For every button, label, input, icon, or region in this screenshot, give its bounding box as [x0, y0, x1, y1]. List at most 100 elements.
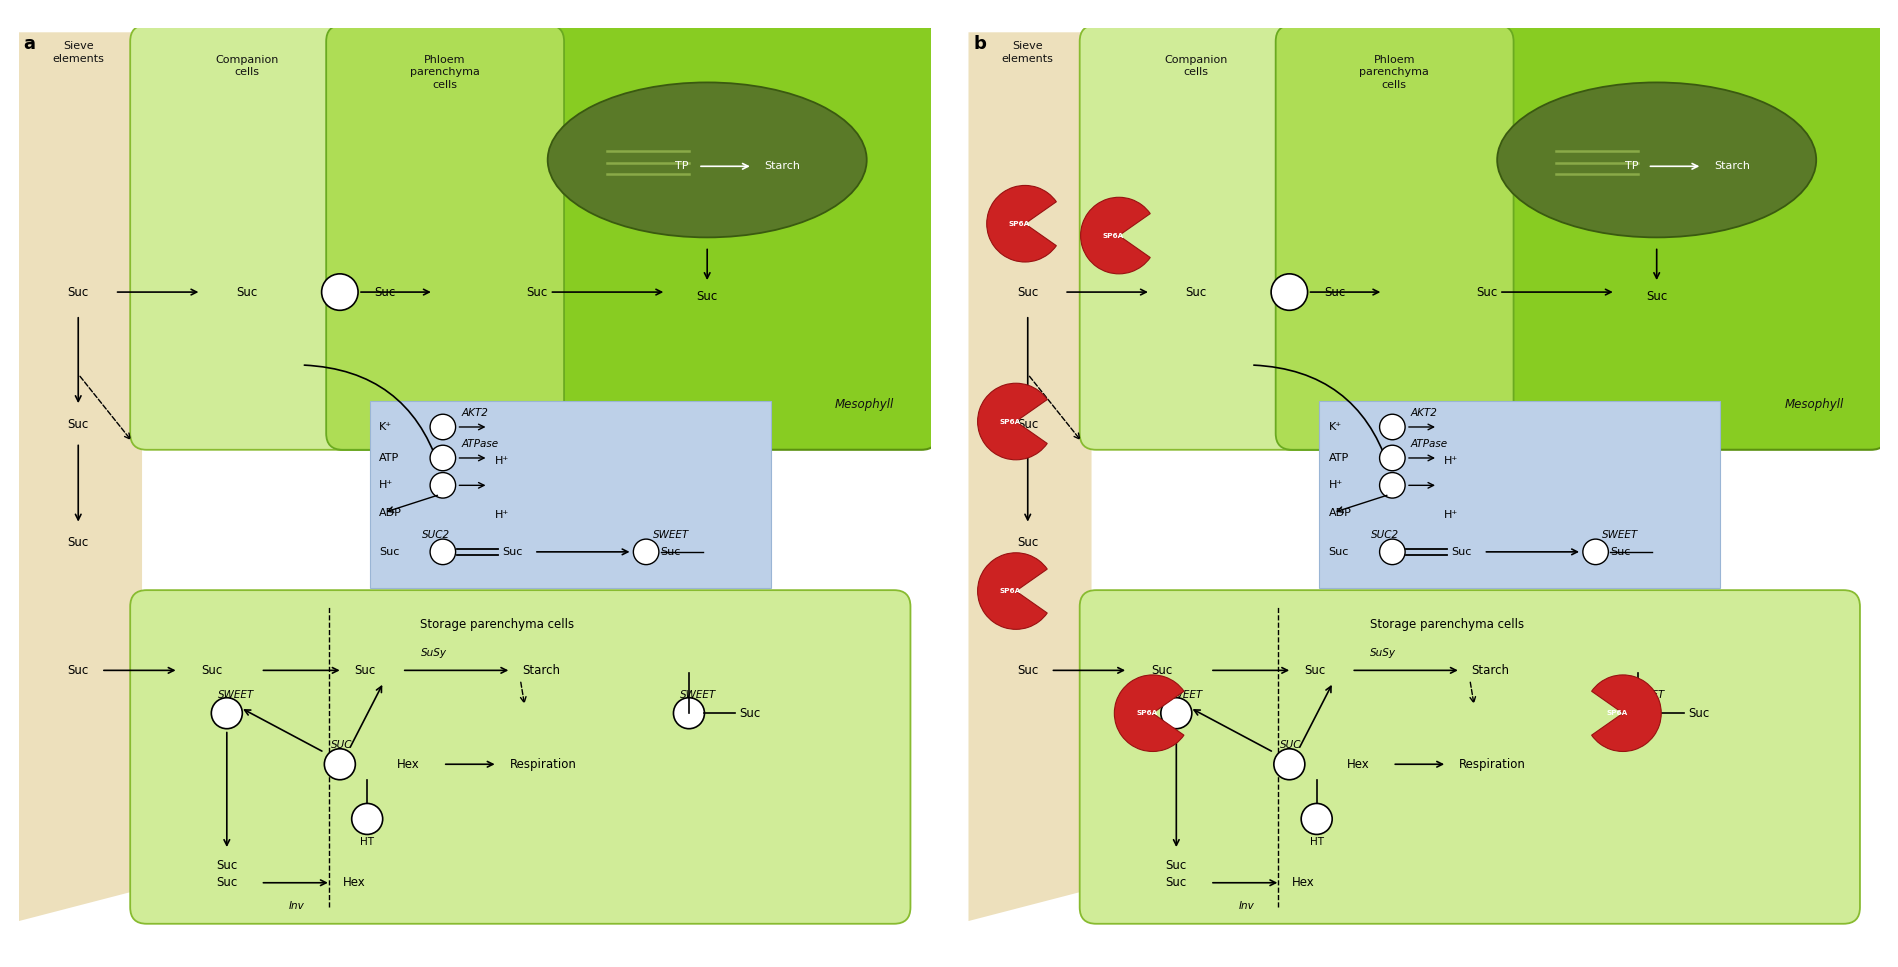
- Text: Companion
cells: Companion cells: [214, 55, 279, 77]
- Text: H⁺: H⁺: [495, 511, 509, 520]
- FancyBboxPatch shape: [1080, 590, 1858, 923]
- Text: Phloem
parenchyma
cells: Phloem parenchyma cells: [410, 55, 480, 90]
- Text: Suc: Suc: [1610, 547, 1630, 557]
- Text: ATPase: ATPase: [461, 439, 497, 449]
- Text: Suc: Suc: [216, 876, 237, 890]
- Ellipse shape: [547, 82, 865, 237]
- Text: Inv: Inv: [1237, 901, 1255, 911]
- Text: Suc: Suc: [1475, 285, 1496, 299]
- Wedge shape: [977, 383, 1046, 459]
- Text: H⁺: H⁺: [1444, 455, 1458, 466]
- Circle shape: [325, 748, 355, 779]
- Circle shape: [1378, 414, 1405, 440]
- Text: ATPase: ATPase: [1410, 439, 1446, 449]
- Text: Suc: Suc: [1304, 664, 1325, 677]
- Circle shape: [429, 414, 456, 440]
- Text: Mesophyll: Mesophyll: [1784, 397, 1843, 411]
- Text: Phloem
parenchyma
cells: Phloem parenchyma cells: [1359, 55, 1429, 90]
- Text: Inv: Inv: [288, 901, 306, 911]
- Text: Hex: Hex: [342, 876, 364, 890]
- FancyBboxPatch shape: [326, 25, 938, 450]
- Circle shape: [674, 698, 704, 729]
- Circle shape: [1378, 445, 1405, 471]
- FancyBboxPatch shape: [370, 401, 771, 588]
- Circle shape: [321, 274, 359, 310]
- Ellipse shape: [1496, 82, 1814, 237]
- Text: Starch: Starch: [1714, 161, 1750, 171]
- Text: Suc: Suc: [738, 707, 759, 719]
- Text: Hex: Hex: [397, 758, 419, 771]
- Text: Suc: Suc: [1323, 285, 1344, 299]
- Text: ATP: ATP: [1329, 453, 1348, 463]
- Text: Hex: Hex: [1346, 758, 1368, 771]
- Text: Suc: Suc: [1165, 859, 1186, 872]
- Circle shape: [1623, 698, 1653, 729]
- Text: SWEET: SWEET: [1602, 530, 1638, 540]
- Text: Storage parenchyma cells: Storage parenchyma cells: [1368, 619, 1524, 631]
- Text: SWEET: SWEET: [218, 690, 254, 700]
- Text: SP6A: SP6A: [998, 588, 1021, 594]
- FancyBboxPatch shape: [326, 25, 564, 450]
- Circle shape: [634, 540, 659, 565]
- Text: HT: HT: [1310, 837, 1323, 847]
- Text: Suc: Suc: [1017, 664, 1038, 677]
- Text: SP6A: SP6A: [1606, 710, 1627, 717]
- Text: SP6A: SP6A: [1103, 233, 1124, 239]
- Circle shape: [1160, 698, 1192, 729]
- Circle shape: [351, 804, 383, 835]
- Text: Suc: Suc: [355, 664, 376, 677]
- Text: Suc: Suc: [661, 547, 681, 557]
- Text: H⁺: H⁺: [380, 481, 393, 490]
- Wedge shape: [1591, 675, 1661, 751]
- Circle shape: [429, 445, 456, 471]
- Text: Suc: Suc: [1017, 285, 1038, 299]
- FancyBboxPatch shape: [131, 590, 909, 923]
- Text: Sieve
elements: Sieve elements: [1002, 42, 1053, 64]
- Circle shape: [1274, 748, 1304, 779]
- Text: Suc: Suc: [216, 859, 237, 872]
- Text: Mesophyll: Mesophyll: [835, 397, 894, 411]
- Polygon shape: [968, 32, 1091, 921]
- Circle shape: [1270, 274, 1308, 310]
- Text: Suc: Suc: [68, 285, 89, 299]
- FancyBboxPatch shape: [131, 25, 363, 450]
- Text: Sieve
elements: Sieve elements: [53, 42, 104, 64]
- Text: SUC2: SUC2: [421, 530, 450, 540]
- Circle shape: [1583, 540, 1608, 565]
- Text: SWEET: SWEET: [1628, 690, 1665, 700]
- Text: Respiration: Respiration: [509, 758, 575, 771]
- Text: Suc: Suc: [697, 290, 717, 304]
- Text: Companion
cells: Companion cells: [1163, 55, 1228, 77]
- Text: SUC2: SUC2: [1370, 530, 1399, 540]
- Text: Suc: Suc: [68, 664, 89, 677]
- Text: SuSy: SuSy: [1370, 648, 1395, 658]
- Text: b: b: [972, 35, 985, 53]
- Text: SUC: SUC: [1279, 740, 1300, 749]
- Circle shape: [429, 540, 456, 565]
- Text: Suc: Suc: [374, 285, 395, 299]
- Text: K⁺: K⁺: [1329, 422, 1342, 432]
- Text: SP6A: SP6A: [1135, 710, 1158, 717]
- FancyBboxPatch shape: [1080, 25, 1312, 450]
- Text: Suc: Suc: [68, 418, 89, 431]
- Text: Suc: Suc: [1329, 547, 1348, 557]
- Text: ADP: ADP: [380, 508, 402, 517]
- Circle shape: [1378, 473, 1405, 498]
- Circle shape: [429, 473, 456, 498]
- Text: H⁺: H⁺: [495, 455, 509, 466]
- Text: SUC: SUC: [330, 740, 351, 749]
- FancyBboxPatch shape: [1275, 25, 1887, 450]
- Text: Suc: Suc: [526, 285, 547, 299]
- Text: Storage parenchyma cells: Storage parenchyma cells: [419, 619, 575, 631]
- Text: Suc: Suc: [235, 285, 258, 299]
- Text: Starch: Starch: [522, 664, 560, 677]
- Text: H⁺: H⁺: [1329, 481, 1342, 490]
- Text: Hex: Hex: [1291, 876, 1313, 890]
- Text: Suc: Suc: [1687, 707, 1708, 719]
- Text: TP: TP: [1625, 161, 1638, 171]
- FancyBboxPatch shape: [1319, 401, 1720, 588]
- Text: Suc: Suc: [1646, 290, 1666, 304]
- Text: HT: HT: [361, 837, 374, 847]
- Text: Suc: Suc: [68, 537, 89, 549]
- Text: Respiration: Respiration: [1458, 758, 1524, 771]
